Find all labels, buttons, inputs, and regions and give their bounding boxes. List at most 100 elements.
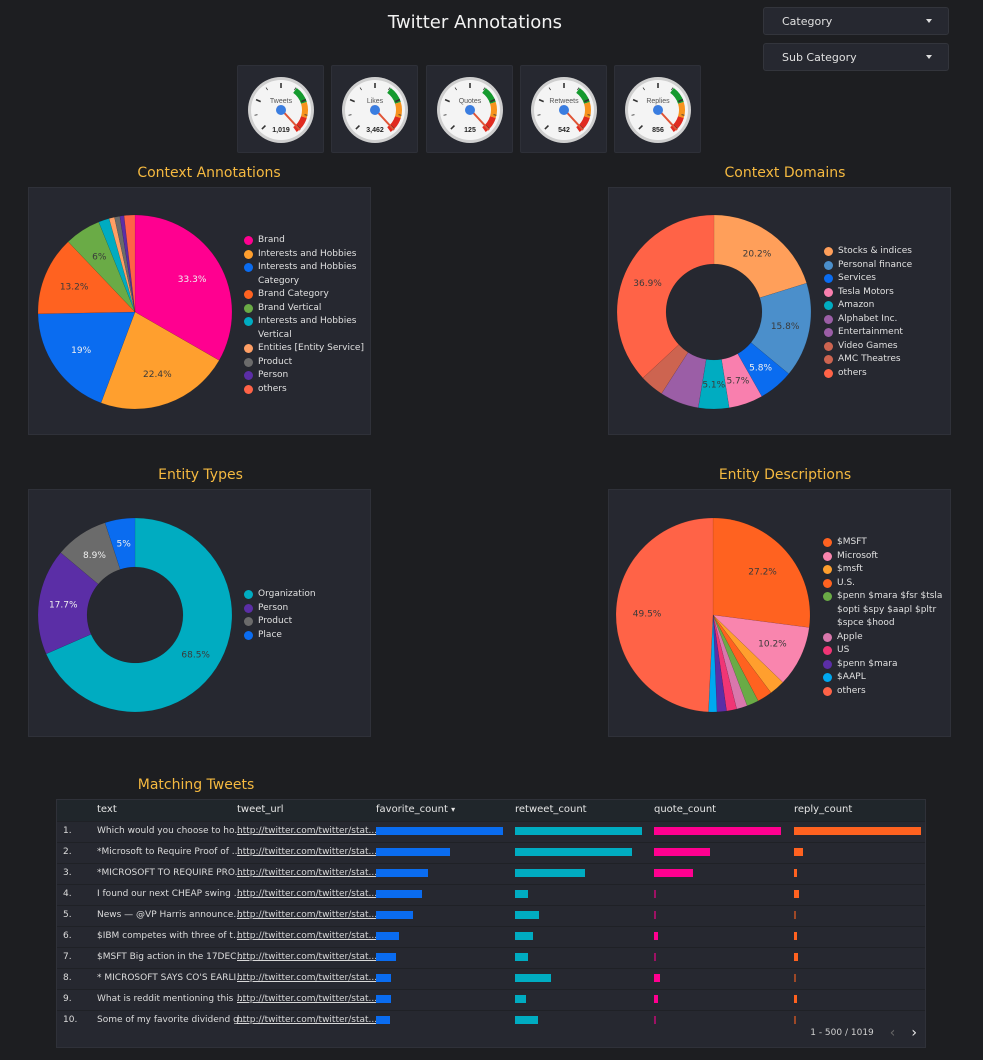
legend-item[interactable]: Video Games <box>824 340 949 354</box>
legend-swatch <box>244 357 253 367</box>
pie-slice[interactable] <box>104 517 136 570</box>
column-header-retweet-count[interactable]: retweet_count <box>515 804 587 815</box>
next-page-button[interactable]: › <box>911 1025 917 1041</box>
legend-item[interactable]: others <box>244 383 369 397</box>
column-header-quote-count[interactable]: quote_count <box>654 804 717 815</box>
favorite-count-label: favorite_count <box>376 804 448 815</box>
pie-slice[interactable] <box>119 215 136 313</box>
pie-slice[interactable] <box>37 552 99 655</box>
table-row[interactable]: 1. Which would you choose to ho... http://… <box>57 821 925 842</box>
pie-slice[interactable] <box>712 614 727 713</box>
legend-item[interactable]: $AAPL <box>823 671 950 685</box>
legend-item[interactable]: Place <box>244 629 369 643</box>
pie-slice[interactable] <box>45 517 233 713</box>
pie-slice[interactable] <box>661 352 707 408</box>
legend-item[interactable]: Microsoft <box>823 550 950 564</box>
table-row[interactable]: 7. $MSFT Big action in the 17DEC... http:/… <box>57 947 925 968</box>
pie-slice[interactable] <box>60 522 121 585</box>
legend-item[interactable]: Tesla Motors <box>824 286 949 300</box>
tweet-url-link[interactable]: http://twitter.com/twitter/stat... <box>237 889 378 899</box>
legend-item[interactable]: Entertainment <box>824 326 949 340</box>
tweet-url-link[interactable]: http://twitter.com/twitter/stat... <box>237 826 378 836</box>
column-header-reply-count[interactable]: reply_count <box>794 804 853 815</box>
column-header-text[interactable]: text <box>97 804 117 815</box>
pie-slice[interactable] <box>37 311 136 404</box>
table-row[interactable]: 9. What is reddit mentioning this ... http… <box>57 989 925 1010</box>
legend-item[interactable]: Interests and Hobbies Category <box>244 261 369 288</box>
table-row[interactable]: 2. *Microsoft to Require Proof of ... http… <box>57 842 925 863</box>
legend-label: Organization <box>258 589 316 599</box>
table-row[interactable]: 4. I found our next CHEAP swing ... http:/… <box>57 884 925 905</box>
legend-item[interactable]: Product <box>244 615 369 629</box>
table-row[interactable]: 3. *MICROSOFT TO REQUIRE PRO... http://twi… <box>57 863 925 884</box>
column-header-favorite-count[interactable]: favorite_count ▾ <box>376 804 455 815</box>
legend-label: Interests and Hobbies Category <box>258 262 357 286</box>
pie-slice[interactable] <box>67 221 136 313</box>
legend-item[interactable]: Person <box>244 369 369 383</box>
legend-item[interactable]: Person <box>244 602 369 616</box>
legend-item[interactable]: Services <box>824 272 949 286</box>
pie-slice[interactable] <box>100 311 220 410</box>
table-row[interactable]: 6. $IBM competes with three of t... http:/… <box>57 926 925 947</box>
legend-item[interactable]: Entities [Entity Service] <box>244 342 369 356</box>
pie-slice[interactable] <box>712 614 748 710</box>
pie-slice[interactable] <box>134 214 233 361</box>
pie-slice[interactable] <box>37 241 136 315</box>
pie-slice[interactable] <box>123 214 136 313</box>
sub-category-filter[interactable]: Sub Category <box>763 43 949 71</box>
pie-slice[interactable] <box>98 218 136 313</box>
pie-slice[interactable] <box>713 214 807 299</box>
pie-slice[interactable] <box>712 614 759 707</box>
pie-slice[interactable] <box>737 342 790 397</box>
legend-item[interactable]: Brand <box>244 234 369 248</box>
tweet-url-link[interactable]: http://twitter.com/twitter/stat... <box>237 973 378 983</box>
legend-item[interactable]: Interests and Hobbies <box>244 248 369 262</box>
tweet-url-link[interactable]: http://twitter.com/twitter/stat... <box>237 952 378 962</box>
prev-page-button[interactable]: ‹ <box>889 1025 896 1041</box>
pie-slice[interactable] <box>712 614 738 712</box>
pie-slice[interactable] <box>712 614 772 702</box>
pie-slice[interactable] <box>708 614 718 713</box>
pie-slice[interactable] <box>108 216 136 313</box>
legend-item[interactable]: Product <box>244 356 369 370</box>
legend-item[interactable]: Stocks & indices <box>824 245 949 259</box>
legend-item[interactable]: Organization <box>244 588 369 602</box>
column-header-tweet-url[interactable]: tweet_url <box>237 804 284 815</box>
pie-slice[interactable] <box>616 214 715 379</box>
table-row[interactable]: 8. * MICROSOFT SAYS CO'S EARLI... http://t… <box>57 968 925 989</box>
pie-slice[interactable] <box>712 614 810 683</box>
table-row[interactable]: 10. Some of my favorite dividend g... http… <box>57 1010 925 1031</box>
table-row[interactable]: 5. News — @VP Harris announce... http://tw… <box>57 905 925 926</box>
tweet-url-link[interactable]: http://twitter.com/twitter/stat... <box>237 847 378 857</box>
legend-item[interactable]: others <box>823 685 950 699</box>
tweet-url-link[interactable]: http://twitter.com/twitter/stat... <box>237 994 378 1004</box>
caret-down-icon <box>926 55 932 59</box>
tweet-url-link[interactable]: http://twitter.com/twitter/stat... <box>237 910 378 920</box>
tweet-url-link[interactable]: http://twitter.com/twitter/stat... <box>237 868 378 878</box>
legend-item[interactable]: U.S. <box>823 577 950 591</box>
legend-item[interactable]: Brand Category <box>244 288 369 302</box>
legend-item[interactable]: Personal finance <box>824 259 949 273</box>
legend-item[interactable]: Alphabet Inc. <box>824 313 949 327</box>
sort-desc-icon: ▾ <box>451 805 456 814</box>
legend-item[interactable]: AMC Theatres <box>824 353 949 367</box>
pie-slice[interactable] <box>712 614 784 694</box>
pie-slice[interactable] <box>712 517 811 628</box>
legend-item[interactable]: $msft <box>823 563 950 577</box>
legend-item[interactable]: Apple <box>823 631 950 645</box>
legend-item[interactable]: Brand Vertical <box>244 302 369 316</box>
pie-slice[interactable] <box>114 215 136 313</box>
legend-item[interactable]: $penn $mara $fsr $tsla $opti $spy $aapl … <box>823 590 950 631</box>
pie-slice[interactable] <box>642 344 689 394</box>
legend-item[interactable]: US <box>823 644 950 658</box>
category-filter[interactable]: Category <box>763 7 949 35</box>
pie-slice[interactable] <box>615 517 714 713</box>
legend-item[interactable]: others <box>824 367 949 381</box>
tweet-url-link[interactable]: http://twitter.com/twitter/stat... <box>237 1015 378 1025</box>
pie-slice[interactable] <box>750 282 812 375</box>
legend-item[interactable]: $penn $mara <box>823 658 950 672</box>
legend-item[interactable]: $MSFT <box>823 536 950 550</box>
legend-item[interactable]: Interests and Hobbies Vertical <box>244 315 369 342</box>
legend-item[interactable]: Amazon <box>824 299 949 313</box>
tweet-url-link[interactable]: http://twitter.com/twitter/stat... <box>237 931 378 941</box>
